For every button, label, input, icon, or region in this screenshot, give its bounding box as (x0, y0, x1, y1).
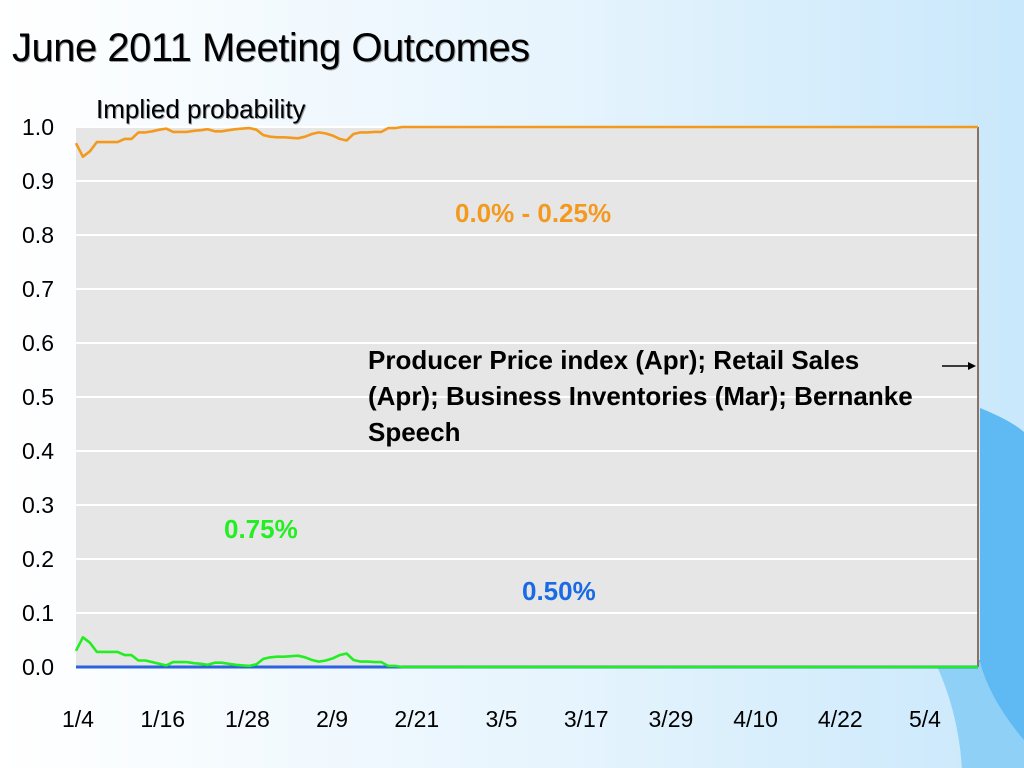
page-title: June 2011 Meeting Outcomes (12, 26, 530, 70)
x-tick-label: 4/10 (733, 706, 778, 732)
y-tick-label: 0.0 (22, 654, 54, 680)
x-tick-label: 5/4 (909, 706, 941, 732)
series-line-0 (74, 125, 978, 158)
chart-subtitle: Implied probability (96, 94, 306, 124)
y-tick-label: 0.3 (22, 492, 54, 518)
y-tick-label: 0.7 (22, 276, 54, 302)
series-lines (74, 125, 978, 669)
y-tick-label: 0.5 (22, 384, 54, 410)
series-label-0.50: 0.50% (522, 576, 596, 606)
series-label-0.75: 0.75% (224, 514, 298, 544)
x-tick-label: 1/28 (225, 706, 270, 732)
y-tick-label: 0.6 (22, 330, 54, 356)
annotation-arrow (942, 362, 976, 370)
x-tick-label: 3/5 (486, 706, 518, 732)
y-tick-label: 1.0 (22, 114, 54, 140)
event-annotation: Producer Price index (Apr); Retail Sales… (368, 345, 913, 447)
x-tick-label: 2/9 (316, 706, 348, 732)
series-label-0-0.25: 0.0% - 0.25% (455, 198, 612, 228)
series-line-1 (74, 635, 978, 669)
x-tick-label: 1/16 (140, 706, 185, 732)
x-tick-label: 1/4 (62, 706, 94, 732)
x-tick-label: 3/17 (564, 706, 609, 732)
y-tick-label: 0.8 (22, 222, 54, 248)
x-tick-label: 2/21 (394, 706, 439, 732)
y-tick-label: 0.2 (22, 546, 54, 572)
y-tick-label: 0.9 (22, 168, 54, 194)
x-axis-ticks: 1/4 1/16 1/28 2/9 2/21 3/5 3/17 3/29 4/10 4/22 5/4 (62, 706, 941, 732)
y-tick-label: 0.1 (22, 600, 54, 626)
y-axis-ticks: 0.0 0.1 0.2 0.3 0.4 0.5 0.6 0.7 0.8 0.9 1.0 (22, 114, 54, 680)
background-curve-band-light (935, 662, 1024, 768)
x-tick-label: 4/22 (818, 706, 863, 732)
x-tick-label: 3/29 (649, 706, 694, 732)
gridlines (76, 126, 978, 614)
y-tick-label: 0.4 (22, 438, 54, 464)
